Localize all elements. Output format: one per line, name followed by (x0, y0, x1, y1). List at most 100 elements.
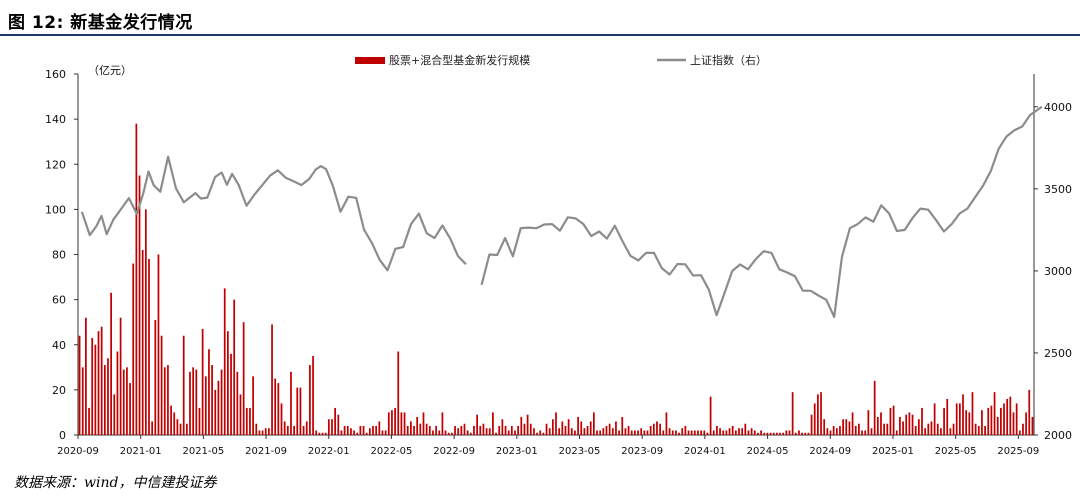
bar (1009, 396, 1012, 435)
bar (485, 428, 488, 435)
bar (949, 428, 952, 435)
bar (476, 414, 478, 435)
bar (955, 403, 958, 435)
bar (747, 430, 750, 435)
bar (236, 371, 239, 435)
bar (217, 380, 220, 435)
left-tick-label: 100 (45, 203, 66, 216)
bar (233, 299, 236, 436)
bar (738, 428, 740, 435)
bar (100, 326, 103, 435)
bar (324, 432, 327, 435)
bar (148, 259, 150, 435)
bar (716, 425, 718, 435)
bar (239, 394, 242, 435)
bar (681, 428, 684, 435)
bar (769, 432, 772, 435)
bar (858, 423, 860, 435)
bar (753, 430, 756, 435)
bar (958, 403, 961, 435)
bar (331, 419, 333, 435)
legend-line-label: 上证指数（右） (690, 53, 767, 67)
bar (151, 421, 154, 435)
bar (372, 425, 374, 435)
bar (820, 392, 822, 435)
bar (933, 403, 936, 435)
bar (283, 421, 286, 435)
bar (1025, 412, 1027, 435)
left-tick-label: 140 (45, 113, 66, 126)
bar (441, 412, 444, 435)
bar (1031, 416, 1034, 435)
x-tick-label: 2025-01 (872, 446, 914, 457)
bar (936, 423, 939, 435)
bar (895, 430, 898, 435)
bar (801, 432, 803, 435)
bar (517, 425, 520, 435)
bar (302, 425, 305, 435)
bar (403, 412, 406, 435)
bar (630, 430, 633, 435)
bar (182, 335, 185, 435)
title-divider (0, 34, 1080, 36)
bar (662, 430, 665, 435)
bar (400, 412, 403, 435)
bar (977, 425, 980, 435)
bar (438, 430, 441, 435)
bar (170, 405, 172, 435)
bar (362, 425, 365, 435)
bar (85, 317, 87, 435)
bar (845, 419, 848, 435)
bar (870, 428, 873, 435)
bar (432, 430, 434, 435)
bar (413, 425, 415, 435)
bar (548, 428, 551, 435)
bar (498, 425, 501, 435)
bar (656, 421, 658, 435)
bar (1006, 398, 1009, 435)
bar (384, 430, 387, 435)
bar (501, 419, 504, 435)
bar (428, 425, 431, 435)
bar (899, 416, 901, 435)
bar (97, 331, 100, 435)
bar (365, 432, 368, 435)
bar (154, 319, 157, 435)
bar (794, 432, 797, 435)
bar (138, 175, 141, 435)
bar (410, 421, 412, 435)
bar (602, 428, 605, 435)
legend-bar-label: 股票+混合型基金新发行规模 (389, 53, 530, 67)
bar (646, 430, 649, 435)
bar (160, 335, 163, 435)
bar (406, 425, 409, 435)
bar (394, 407, 396, 435)
legend-bar-swatch (355, 57, 385, 64)
x-tick-label: 2022-01 (308, 446, 350, 457)
bar (652, 423, 655, 435)
bar (1012, 412, 1015, 435)
bar (252, 376, 254, 435)
bar (435, 425, 437, 435)
bar (299, 387, 302, 435)
bar (675, 430, 677, 435)
bar (204, 376, 207, 435)
bar (974, 423, 977, 435)
bar (558, 428, 561, 435)
bar (709, 396, 712, 435)
bar (122, 369, 125, 435)
bar (684, 425, 687, 435)
bar (835, 428, 838, 435)
bar (984, 425, 986, 435)
bar (775, 432, 778, 435)
left-tick-label: 40 (52, 339, 66, 352)
bar (618, 430, 620, 435)
bar (725, 430, 728, 435)
bar (905, 414, 908, 435)
bar (908, 412, 911, 435)
bar (940, 428, 942, 435)
bar (539, 430, 542, 435)
bar (353, 430, 355, 435)
bar (574, 430, 576, 435)
bar (359, 425, 362, 435)
